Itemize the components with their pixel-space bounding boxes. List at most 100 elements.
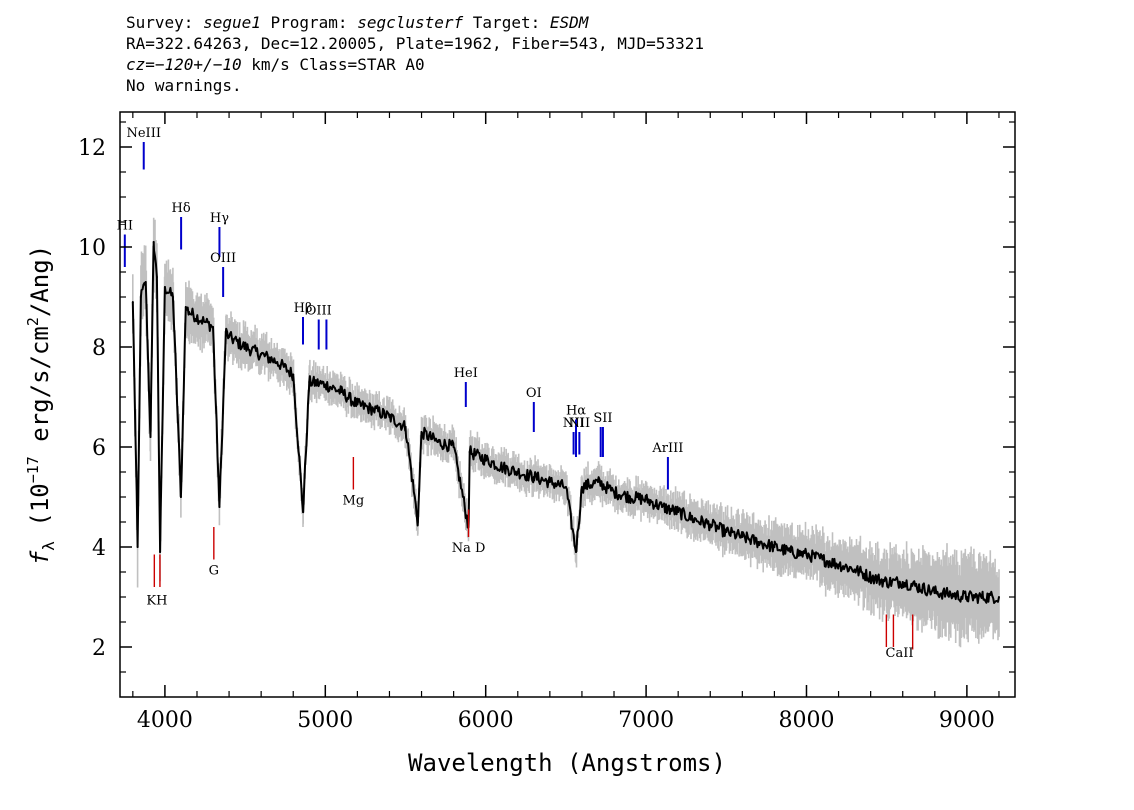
flux-point (163, 286, 166, 288)
flux-point (532, 476, 535, 478)
emission-line-label: SII (593, 411, 612, 426)
flux-point (725, 531, 728, 533)
flux-point (416, 521, 419, 523)
redshift-value: cz=−120+/−10 (126, 55, 242, 74)
flux-point (757, 541, 760, 543)
header-line-redshift: cz=−120+/−10 km/s Class=STAR A0 (126, 54, 704, 75)
flux-point (420, 431, 423, 433)
survey-label: Survey: (126, 13, 204, 32)
emission-line-label: Hβ (294, 301, 313, 316)
y-tick-label: 12 (78, 136, 106, 161)
flux-point (324, 383, 327, 386)
absorption-group-label: KH (146, 594, 167, 609)
flux-line (131, 241, 1000, 604)
flux-point (340, 391, 343, 393)
class-text: km/s Class=STAR A0 (241, 55, 425, 74)
flux-point (136, 546, 139, 548)
flux-point (596, 481, 599, 483)
flux-point (484, 458, 487, 461)
flux-point (212, 326, 215, 328)
flux-point (308, 381, 311, 383)
header-line-survey: Survey: segue1 Program: segclusterf Targ… (126, 12, 704, 33)
program-label: Program: (260, 13, 358, 32)
flux-point (981, 596, 984, 598)
x-axis-title: Wavelength (Angstroms) (408, 749, 726, 777)
flux-point (933, 591, 936, 593)
error-band-path (132, 217, 1000, 648)
flux-point (805, 553, 808, 556)
emission-line-label: Hα (566, 404, 586, 419)
y-tick-label: 10 (78, 236, 106, 261)
flux-point (131, 301, 134, 303)
flux-point (548, 481, 551, 483)
emission-line-label: OI (526, 386, 542, 401)
y-tick-label: 8 (92, 336, 106, 361)
flux-point (144, 281, 147, 283)
flux-point (452, 446, 455, 448)
flux-point (837, 563, 840, 566)
flux-point (885, 581, 888, 583)
flux-point (224, 331, 227, 333)
flux-point (152, 241, 155, 243)
flux-point (171, 296, 174, 298)
flux-point (741, 536, 744, 538)
flux-point (661, 506, 664, 508)
flux-point (575, 551, 578, 553)
flux-point (468, 451, 471, 453)
emission-line-label: NII (569, 416, 591, 431)
flux-point (997, 596, 1000, 598)
flux-point (149, 436, 152, 438)
absorption-line-label: Na D (452, 541, 486, 556)
flux-point (500, 466, 503, 468)
flux-point (260, 353, 263, 356)
flux-point (155, 276, 158, 278)
emission-line-label: OIII (306, 304, 332, 319)
y-tick-label: 2 (92, 636, 106, 661)
y-axis-title: fλ (10−17 erg/s/cm2/Ang) (24, 245, 58, 565)
flux-point (356, 403, 359, 406)
x-tick-label: 5000 (297, 708, 353, 733)
flux-point (613, 491, 616, 493)
x-tick-label: 8000 (778, 708, 834, 733)
flux-point (917, 586, 920, 588)
flux-point (645, 498, 648, 501)
survey-value: segue1 (203, 13, 261, 32)
flux-point (276, 361, 279, 363)
emission-line-label: OIII (210, 251, 236, 266)
absorption-line-label: Mg (343, 494, 365, 509)
x-tick-label: 6000 (458, 708, 514, 733)
x-tick-label: 4000 (137, 708, 193, 733)
emission-line-label: Hδ (172, 201, 191, 216)
flux-point (564, 486, 567, 488)
flux-point (949, 593, 952, 596)
flux-point (709, 523, 712, 526)
header-line-coordinates: RA=322.64263, Dec=12.20005, Plate=1962, … (126, 34, 704, 53)
flux-point (516, 471, 519, 473)
plot-frame (119, 111, 1016, 698)
flux-point (179, 496, 182, 498)
program-value: segclusterf (357, 13, 464, 32)
flux-point (677, 511, 680, 513)
emission-line-label: HI (117, 219, 133, 234)
emission-line-label: NII (563, 416, 585, 431)
flux-point (773, 546, 776, 548)
flux-point (195, 316, 198, 318)
absorption-line-label: G (209, 564, 219, 579)
flux-point (789, 551, 792, 553)
flux-point (292, 373, 295, 376)
flux-point (629, 496, 632, 498)
x-tick-label: 7000 (618, 708, 674, 733)
flux-point (580, 486, 583, 488)
flux-point (869, 576, 872, 578)
flux-point (302, 511, 305, 513)
axis-ticks: 4000 5000 6000 7000 8000 9000 2 4 6 8 10 12 (78, 112, 1015, 733)
flux-point (204, 321, 207, 323)
flux-point (228, 336, 231, 338)
absorption-group-label: CaII (886, 646, 914, 661)
flux-point (436, 441, 439, 443)
flux-point (404, 426, 407, 428)
error-band (132, 217, 1000, 648)
flux-point (184, 306, 187, 308)
